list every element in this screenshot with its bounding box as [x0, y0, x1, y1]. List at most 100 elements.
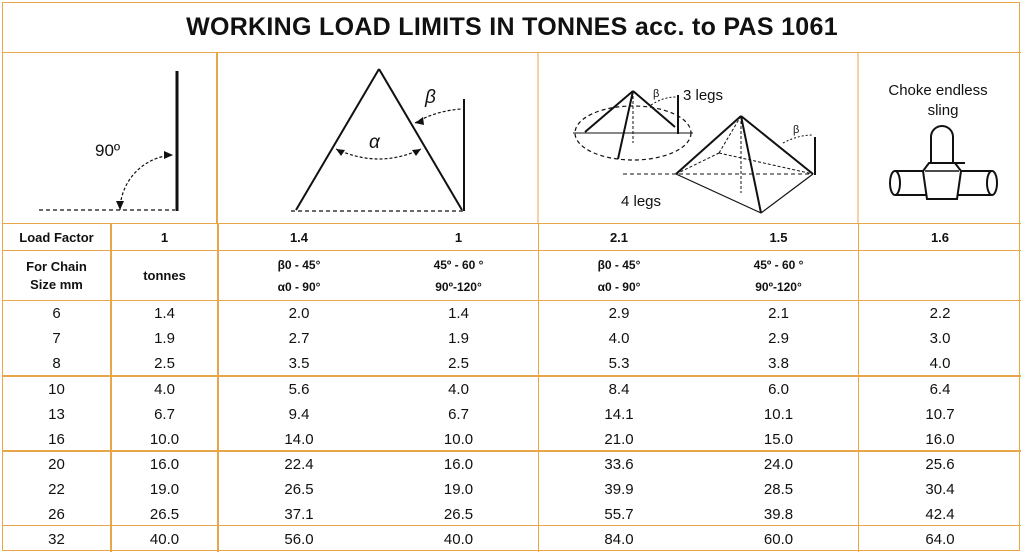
- unit-label: tonnes: [143, 268, 186, 283]
- chain-size-cell: 13: [48, 405, 65, 423]
- load-value-cell: 14.1: [604, 405, 634, 423]
- load-factor-label: Load Factor: [19, 229, 94, 245]
- beta-label: β: [424, 87, 436, 108]
- load-value-cell: 6.7: [448, 405, 469, 423]
- load-value-cell: 22.4: [284, 455, 314, 473]
- chain-size-cell: 32: [48, 530, 65, 548]
- chain-size-cell: 8: [52, 354, 61, 372]
- beta-small-2: β: [793, 124, 799, 136]
- load-value-cell: 26.5: [149, 505, 180, 523]
- angle-range: 45º - 60 ° 90º-120°: [699, 251, 858, 300]
- load-value-cell: 28.5: [763, 480, 794, 498]
- load-value-cell: 30.4: [925, 480, 955, 498]
- load-value-cell: 19.0: [443, 480, 474, 498]
- row-sep: [3, 450, 1021, 452]
- load-value-cell: 1.9: [448, 329, 469, 347]
- load-value-cell: 60.0: [763, 530, 794, 548]
- angle-range-line1: 45º - 60 °: [753, 257, 804, 272]
- load-value-cell: 10.7: [925, 405, 955, 423]
- load-value-cell: 26.5: [443, 505, 474, 523]
- factor-cell: 1.4: [289, 229, 309, 245]
- load-value-cell: 1.4: [154, 304, 175, 322]
- load-value-cell: 26.5: [284, 480, 314, 498]
- chain-size-cell: 7: [52, 329, 61, 347]
- choke-label-line2: sling: [928, 102, 959, 119]
- angle-range-line2: α0 - 90°: [597, 279, 641, 294]
- choke-sling-diagram: Choke endless sling: [888, 82, 998, 200]
- chain-size-line2: Size mm: [30, 276, 83, 292]
- load-value-cell: 2.1: [768, 304, 789, 322]
- row-sep: [3, 250, 1021, 251]
- load-value-cell: 19.0: [149, 480, 180, 498]
- load-value-cell: 37.1: [284, 505, 314, 523]
- load-value-cell: 39.8: [763, 505, 794, 523]
- alpha-label: α: [369, 132, 381, 153]
- choke-label-line1: Choke endless: [888, 82, 987, 99]
- load-value-cell: 2.5: [448, 354, 469, 372]
- load-value-cell: 33.6: [604, 455, 634, 473]
- col-sep: [217, 224, 219, 552]
- right-angle-label: 90º: [95, 141, 120, 160]
- row-sep: [3, 300, 1021, 301]
- load-value-cell: 2.9: [608, 304, 630, 322]
- load-value-cell: 3.0: [929, 329, 951, 347]
- load-value-cell: 64.0: [925, 530, 955, 548]
- angle-range-line2: 90º-120°: [755, 279, 802, 294]
- load-value-cell: 25.6: [925, 455, 955, 473]
- load-value-cell: 4.0: [608, 329, 630, 347]
- load-value-cell: 6.7: [154, 405, 175, 423]
- load-value-cell: 21.0: [604, 430, 634, 448]
- load-value-cell: 6.0: [768, 380, 789, 398]
- row-sep: [3, 525, 1021, 526]
- load-value-cell: 10.0: [149, 430, 180, 448]
- load-value-cell: 1.4: [448, 304, 469, 322]
- load-value-cell: 56.0: [284, 530, 314, 548]
- chain-size-cell: 10: [48, 380, 65, 398]
- load-value-cell: 3.5: [288, 354, 310, 372]
- load-value-cell: 1.9: [154, 329, 175, 347]
- factor-cell: 1: [160, 229, 169, 245]
- factor-cell: 1.6: [930, 229, 950, 245]
- chain-size-cell: 6: [52, 304, 61, 322]
- factor-cell: 1.5: [769, 229, 788, 245]
- angle-range-line2: 90º-120°: [435, 279, 482, 294]
- load-value-cell: 14.0: [284, 430, 314, 448]
- chain-size-cell: 26: [48, 505, 65, 523]
- chain-size-cell: 20: [48, 455, 65, 473]
- load-value-cell: 39.9: [604, 480, 634, 498]
- diagram-row: 90º α β: [3, 53, 1021, 224]
- angle-range-line1: β0 - 45°: [277, 257, 321, 272]
- load-value-cell: 4.0: [929, 354, 951, 372]
- load-value-cell: 3.8: [768, 354, 789, 372]
- col-sep: [538, 224, 539, 552]
- chain-size-line1: For Chain: [26, 258, 87, 274]
- angle-range: β0 - 45° α0 - 90°: [219, 251, 379, 300]
- col-sep: [858, 224, 859, 552]
- load-value-cell: 40.0: [443, 530, 474, 548]
- load-value-cell: 16.0: [925, 430, 955, 448]
- three-legs-label: 3 legs: [683, 87, 723, 104]
- beta-small-1: β: [653, 88, 659, 100]
- load-value-cell: 55.7: [604, 505, 634, 523]
- load-value-cell: 2.2: [929, 304, 951, 322]
- load-value-cell: 2.5: [154, 354, 175, 372]
- single-leg-diagram: 90º: [39, 71, 179, 211]
- load-value-cell: 24.0: [763, 455, 794, 473]
- four-legs-label: 4 legs: [621, 193, 661, 210]
- load-value-cell: 16.0: [443, 455, 474, 473]
- diagrams-svg: 90º α β: [39, 53, 998, 224]
- load-value-cell: 2.7: [288, 329, 310, 347]
- factor-cell: 1: [454, 229, 463, 245]
- multi-leg-diagram: β 3 legs β 4 legs: [573, 87, 816, 214]
- two-leg-diagram: α β: [291, 68, 465, 212]
- chain-size-cell: 16: [48, 430, 65, 448]
- load-value-cell: 6.4: [929, 380, 951, 398]
- load-value-cell: 15.0: [763, 430, 794, 448]
- chain-size-cell: 22: [48, 480, 65, 498]
- load-value-cell: 10.0: [443, 430, 474, 448]
- page-title: WORKING LOAD LIMITS IN TONNES acc. to PA…: [3, 3, 1021, 53]
- load-value-cell: 2.9: [768, 329, 789, 347]
- load-value-cell: 4.0: [154, 380, 175, 398]
- factor-cell: 2.1: [609, 229, 629, 245]
